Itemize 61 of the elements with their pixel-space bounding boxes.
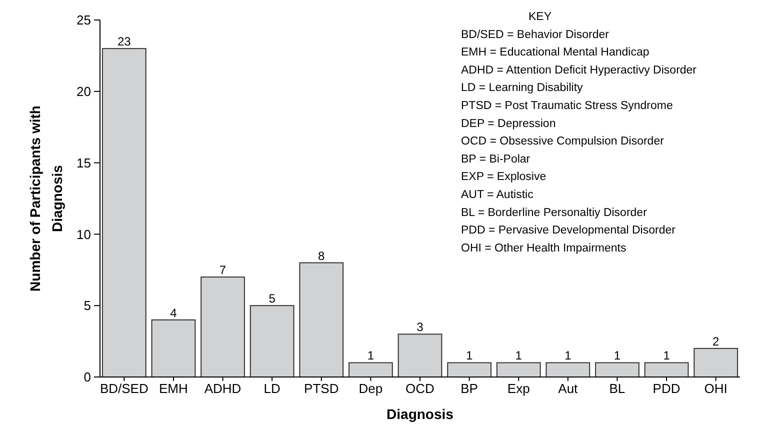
x-tick-label: ADHD — [204, 381, 242, 396]
x-tick-label: LD — [264, 381, 280, 396]
annotation: ADHD = Attention Deficit Hyperactivy Disorder — [461, 64, 697, 76]
annotation: PTSD = Post Traumatic Stress Syndrome — [461, 100, 673, 112]
x-tick-label: Exp — [507, 381, 530, 396]
data-label: 1 — [466, 348, 473, 363]
annotation: AUT = Autistic — [461, 189, 534, 201]
data-label: 1 — [663, 348, 670, 363]
annotation: EMH = Educational Mental Handicap — [461, 46, 650, 59]
annotation: LD = Learning Disability — [461, 82, 584, 94]
x-tick-label: BD/SED — [100, 381, 148, 396]
data-label: 4 — [170, 306, 178, 320]
bar — [299, 262, 344, 378]
y-tick-label: 15 — [76, 155, 91, 170]
annotation: KEY — [528, 11, 552, 23]
bar — [151, 319, 196, 378]
bar — [200, 276, 245, 378]
data-label: 7 — [219, 263, 226, 278]
bar — [595, 362, 640, 378]
bar — [250, 305, 294, 378]
x-tick-label: BL — [609, 381, 626, 396]
x-tick-label: Aut — [558, 381, 578, 396]
bar — [102, 48, 146, 378]
x-axis-title: Diagnosis — [386, 406, 454, 422]
annotation: EXP = Explosive — [461, 171, 546, 184]
data-label: 1 — [515, 348, 522, 363]
bar — [398, 334, 442, 378]
x-tick-label: Dep — [358, 381, 383, 396]
x-tick-label: BP — [460, 381, 478, 396]
annotation: BD/SED = Behavior Disorder — [461, 28, 610, 41]
y-tick-label: 0 — [84, 370, 91, 385]
data-label: 2 — [712, 334, 720, 348]
data-label: 5 — [268, 292, 276, 306]
data-label: 8 — [318, 248, 326, 263]
annotation: DEP = Depression — [461, 118, 556, 130]
bar — [694, 348, 738, 378]
y-tick-label: 20 — [76, 84, 91, 99]
annotation: OHI = Other Health Impairments — [461, 242, 626, 254]
data-label: 1 — [614, 348, 621, 363]
annotation: OCD = Obsessive Compulsion Disorder — [461, 136, 664, 148]
data-label: 3 — [416, 320, 424, 334]
y-tick-label: 10 — [76, 226, 91, 242]
bar — [546, 362, 590, 378]
data-label: 23 — [117, 34, 132, 49]
y-tick-label: 5 — [84, 298, 91, 314]
annotation: BL = Borderline Personaltiy Disorder — [461, 206, 648, 219]
annotation: BP = Bi-Polar — [461, 153, 530, 166]
x-tick-label: OHI — [704, 381, 728, 396]
bar — [348, 362, 393, 378]
data-label: 1 — [367, 348, 374, 363]
bar — [447, 362, 492, 378]
x-tick-label: PDD — [652, 381, 680, 396]
y-tick-label: 25 — [76, 12, 91, 28]
bar — [644, 362, 689, 378]
x-tick-label: OCD — [406, 381, 434, 396]
annotation: PDD = Pervasive Developmental Disorder — [461, 224, 676, 237]
x-tick-label: EMH — [159, 381, 188, 396]
bar — [496, 362, 541, 378]
y-axis-title: Number of Participants with Diagnosis — [27, 106, 65, 292]
x-tick-label: PTSD — [304, 381, 339, 396]
data-label: 1 — [564, 348, 572, 363]
